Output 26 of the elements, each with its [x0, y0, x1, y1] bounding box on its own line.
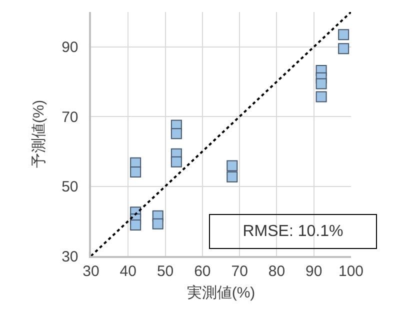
- x-tick-label: 90: [306, 262, 322, 280]
- x-tick-label: 30: [82, 262, 100, 280]
- x-tick-label: 80: [268, 262, 286, 280]
- point: [226, 171, 238, 182]
- y-tick-label: 50: [62, 178, 78, 196]
- y-tick-label: 30: [62, 248, 78, 266]
- point: [316, 78, 327, 90]
- point: [152, 218, 164, 230]
- x-tick-label: 50: [156, 262, 174, 280]
- y-axis-title: 予測値(%): [30, 100, 48, 168]
- point: [130, 166, 142, 178]
- point: [316, 91, 327, 102]
- x-tick-label: 40: [120, 262, 136, 280]
- point: [130, 219, 142, 230]
- point: [338, 29, 350, 40]
- annotation: RMSE: 10.1%: [242, 223, 344, 240]
- point: [170, 128, 182, 140]
- point: [338, 43, 350, 54]
- point: [170, 156, 182, 168]
- y-tick-label: 90: [62, 39, 78, 56]
- point: [226, 160, 238, 172]
- x-tick-label: 100: [338, 262, 364, 280]
- x-tick-label: 70: [231, 262, 248, 280]
- x-axis-title: 実測値(%): [186, 284, 256, 302]
- y-tick-label: 70: [62, 108, 78, 126]
- x-tick-label: 60: [194, 262, 211, 280]
